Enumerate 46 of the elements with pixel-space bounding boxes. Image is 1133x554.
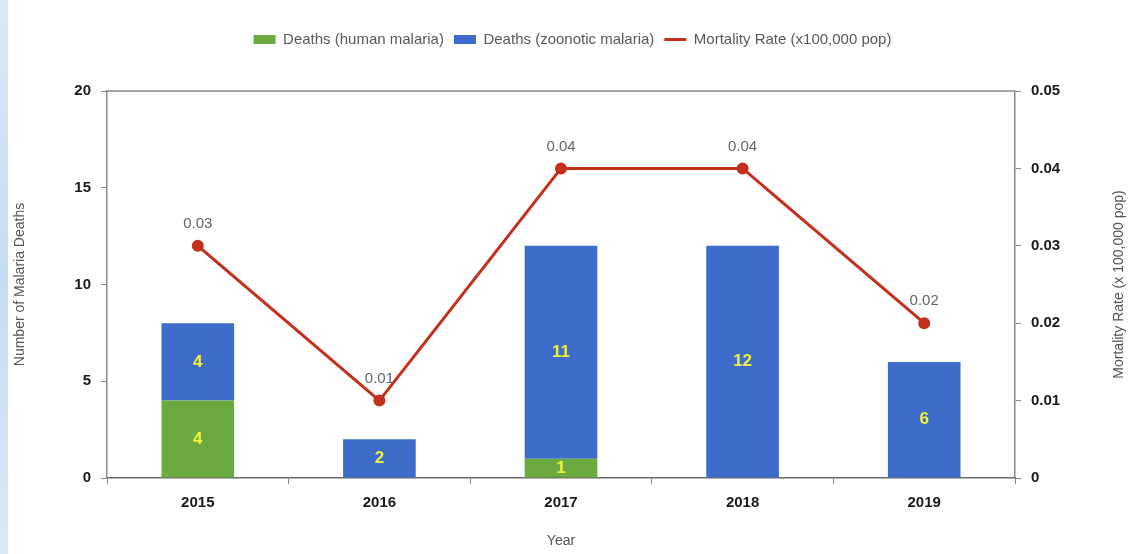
x-axis-title: Year [546, 532, 576, 549]
y-tick-label: 10 [74, 274, 91, 292]
bar [524, 245, 598, 459]
y2-tick-label: 0.03 [1031, 235, 1061, 253]
x-tick-label: 2019 [907, 493, 941, 511]
y2-tick-label: 0.04 [1031, 158, 1061, 176]
data-label: 11 [552, 341, 570, 361]
bar [706, 245, 779, 478]
y-tick-label: 20 [74, 81, 91, 99]
x-tick-label: 2016 [362, 493, 397, 511]
y2-axis-title: Mortality Rate (x 100,000 pop) [1109, 190, 1126, 379]
data-label: 0.02 [909, 291, 939, 309]
data-label: 0.03 [183, 213, 213, 231]
y-tick-label: 0 [82, 468, 91, 486]
point [555, 162, 567, 175]
y2-tick-label: 0.02 [1031, 313, 1061, 331]
data-label: 0.01 [364, 368, 394, 386]
bar [524, 458, 598, 478]
bar [887, 361, 961, 478]
data-label: 4 [193, 351, 204, 371]
y2-tick-label: 0.05 [1031, 81, 1061, 99]
legend-label: Deaths (zoonotic malaria) [483, 29, 655, 47]
y-axis-title: Number of Malaria Deaths [11, 202, 28, 367]
legend-label: Deaths (human malaria) [283, 29, 444, 47]
data-label: 0.04 [546, 136, 576, 154]
data-label: 12 [733, 351, 753, 371]
bar [161, 323, 235, 401]
x-tick-label: 2015 [181, 493, 215, 511]
data-label: 4 [193, 428, 204, 448]
point [918, 317, 931, 330]
x-tick-label: 2018 [725, 493, 760, 511]
y-tick-label: 15 [74, 177, 91, 195]
data-label: 1 [556, 457, 566, 477]
y2-tick-label: 0.01 [1031, 390, 1061, 408]
point [373, 394, 386, 407]
x-tick-label: 2017 [544, 493, 578, 511]
point [736, 162, 749, 175]
bar [343, 439, 416, 478]
data-label: 0.04 [728, 136, 758, 154]
point [191, 239, 204, 252]
data-label: 6 [919, 409, 929, 429]
legend-label: Mortality Rate (x100,000 pop) [693, 29, 892, 47]
bar [161, 400, 235, 478]
y-tick-label: 5 [82, 371, 91, 389]
y2-tick-label: 0 [1031, 468, 1040, 486]
data-label: 2 [374, 448, 385, 468]
